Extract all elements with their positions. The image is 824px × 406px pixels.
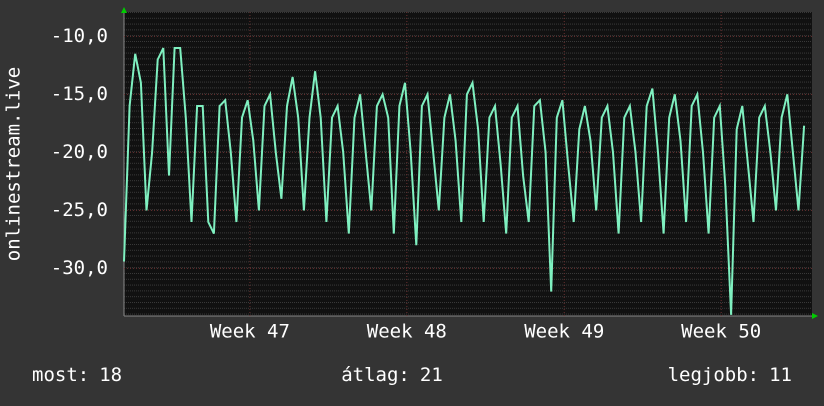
footer-value: 18 — [99, 364, 122, 386]
footer-value: 11 — [769, 364, 792, 386]
y-tick-label: -25,0 — [51, 199, 108, 221]
x-tick-label: Week 47 — [210, 321, 290, 343]
y-tick-label: -20,0 — [51, 141, 108, 163]
footer-item: átlag: 21 — [341, 364, 443, 386]
footer-item: most: 18 — [32, 364, 122, 386]
x-arrow — [812, 313, 818, 319]
data-line — [123, 47, 806, 315]
footer-label: legjobb: — [668, 364, 760, 386]
y-axis-label: onlinestream.live — [3, 67, 25, 261]
x-tick-label: Week 48 — [367, 321, 447, 343]
y-tick-label: -15,0 — [51, 83, 108, 105]
minor-grid — [124, 12, 812, 316]
x-tick-label: Week 50 — [681, 321, 761, 343]
footer-value: 21 — [420, 364, 443, 386]
footer-label: most: — [32, 364, 89, 386]
y-tick-label: -30,0 — [51, 257, 108, 279]
footer-label: átlag: — [341, 364, 410, 386]
x-tick-label: Week 49 — [524, 321, 604, 343]
footer-item: legjobb: 11 — [668, 364, 792, 386]
y-arrow — [121, 7, 127, 13]
y-tick-label: -10,0 — [51, 25, 108, 47]
